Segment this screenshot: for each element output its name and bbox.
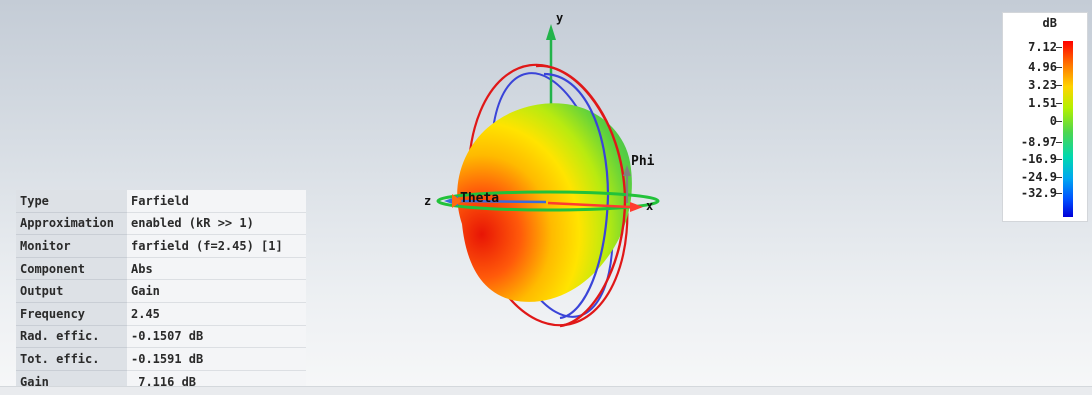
info-key: Rad. effic. <box>16 325 127 349</box>
info-value: Gain <box>127 279 306 303</box>
y-axis-arrow-icon <box>546 24 556 40</box>
info-key: Component <box>16 257 127 281</box>
y-axis-label: y <box>556 11 563 25</box>
info-key: Tot. effic. <box>16 347 127 371</box>
info-value: Farfield <box>127 190 306 213</box>
farfield-info-table: Type Farfield Approximation enabled (kR … <box>16 190 306 394</box>
bottom-status-strip <box>0 386 1092 395</box>
x-axis-line <box>547 201 631 209</box>
legend-tick <box>1056 103 1062 104</box>
info-value: enabled (kR >> 1) <box>127 212 306 236</box>
farfield-3d-scene: y z x Theta Phi <box>424 11 660 328</box>
legend-label-max: 7.12 <box>1028 40 1057 54</box>
legend-tick <box>1056 47 1062 48</box>
table-row: Approximation enabled (kR >> 1) <box>16 212 306 236</box>
info-key: Approximation <box>16 212 127 236</box>
legend-label: -8.97 <box>1020 135 1057 149</box>
legend-tick <box>1056 177 1062 178</box>
legend-tick <box>1056 121 1062 122</box>
table-row: Output Gain <box>16 279 306 303</box>
color-scale-bar <box>1063 41 1073 217</box>
table-row: Rad. effic. -0.1507 dB <box>16 325 306 349</box>
legend-tick <box>1056 193 1062 194</box>
x-axis-arrow-icon <box>630 202 643 212</box>
legend-label: -24.9 <box>1020 170 1057 184</box>
color-scale-legend: dB 7.12 4.96 3.23 1.51 0 -8.97 -16.9 -24… <box>1002 12 1088 222</box>
info-key: Output <box>16 279 127 303</box>
legend-tick <box>1056 67 1062 68</box>
legend-label: -16.9 <box>1020 152 1057 166</box>
info-value: farfield (f=2.45) [1] <box>127 234 306 258</box>
table-row: Frequency 2.45 <box>16 302 306 326</box>
theta-marker-arrow-icon <box>452 194 462 208</box>
x-axis-label: x <box>646 199 653 213</box>
info-key: Frequency <box>16 302 127 326</box>
phi-label: Phi <box>631 154 655 169</box>
legend-label-min: -32.9 <box>1020 186 1057 200</box>
info-value: -0.1591 dB <box>127 347 306 371</box>
legend-label: 3.23 <box>1028 78 1057 92</box>
info-key: Type <box>16 190 127 213</box>
phi-vector-arrow-icon <box>623 165 631 176</box>
legend-unit: dB <box>1042 16 1057 30</box>
table-row: Component Abs <box>16 257 306 281</box>
equator-ring-green <box>436 190 660 212</box>
legend-label: 0 <box>1049 114 1057 128</box>
table-row: Type Farfield <box>16 190 306 213</box>
info-value: Abs <box>127 257 306 281</box>
info-value: 2.45 <box>127 302 306 326</box>
z-axis-line <box>457 199 547 204</box>
theta-label: Theta <box>460 191 499 206</box>
info-value: -0.1507 dB <box>127 325 306 349</box>
legend-tick <box>1056 159 1062 160</box>
theta-ring-blue-front <box>543 72 610 320</box>
legend-label: 4.96 <box>1028 60 1057 74</box>
legend-tick <box>1056 85 1062 86</box>
legend-tick <box>1056 142 1062 143</box>
table-row: Tot. effic. -0.1591 dB <box>16 347 306 371</box>
info-key: Monitor <box>16 234 127 258</box>
legend-label: 1.51 <box>1028 96 1057 110</box>
table-row: Monitor farfield (f=2.45) [1] <box>16 234 306 258</box>
z-axis-label: z <box>424 194 431 208</box>
